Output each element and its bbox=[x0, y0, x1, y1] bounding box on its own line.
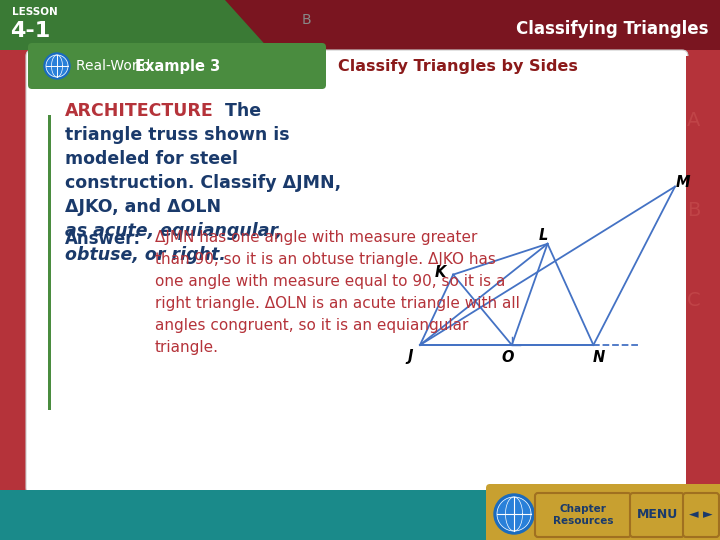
Text: ΔJMN has one angle with measure greater: ΔJMN has one angle with measure greater bbox=[155, 230, 477, 245]
Text: one angle with measure equal to 90, so it is a: one angle with measure equal to 90, so i… bbox=[155, 274, 505, 289]
Text: B: B bbox=[302, 13, 312, 27]
Text: Answer:: Answer: bbox=[65, 230, 141, 248]
Text: Chapter
Resources: Chapter Resources bbox=[553, 504, 613, 526]
Text: ARCHITECTURE: ARCHITECTURE bbox=[65, 102, 214, 120]
Text: O: O bbox=[502, 350, 514, 366]
FancyBboxPatch shape bbox=[686, 56, 702, 488]
Circle shape bbox=[497, 497, 531, 531]
FancyBboxPatch shape bbox=[48, 115, 51, 410]
Text: modeled for steel: modeled for steel bbox=[65, 150, 238, 168]
Text: Real-World: Real-World bbox=[76, 59, 155, 73]
FancyBboxPatch shape bbox=[630, 493, 684, 537]
Text: ◄: ◄ bbox=[689, 509, 699, 522]
Text: construction. Classify ΔJMN,: construction. Classify ΔJMN, bbox=[65, 174, 341, 192]
Text: 4-1: 4-1 bbox=[10, 21, 50, 41]
Text: Classifying Triangles: Classifying Triangles bbox=[516, 20, 708, 38]
Polygon shape bbox=[490, 490, 720, 540]
Text: The: The bbox=[213, 102, 261, 120]
Text: obtuse, or right.: obtuse, or right. bbox=[65, 246, 226, 264]
Circle shape bbox=[494, 494, 534, 534]
Text: triangle.: triangle. bbox=[155, 340, 219, 355]
Text: MENU: MENU bbox=[636, 509, 678, 522]
Text: as acute, equiangular,: as acute, equiangular, bbox=[65, 222, 282, 240]
Text: right triangle. ΔOLN is an acute triangle with all: right triangle. ΔOLN is an acute triangl… bbox=[155, 296, 520, 311]
Circle shape bbox=[44, 53, 70, 79]
Text: angles congruent, so it is an equiangular: angles congruent, so it is an equiangula… bbox=[155, 318, 469, 333]
Text: N: N bbox=[593, 350, 605, 366]
FancyBboxPatch shape bbox=[0, 490, 720, 540]
Text: ΔJKO, and ΔOLN: ΔJKO, and ΔOLN bbox=[65, 198, 221, 216]
FancyBboxPatch shape bbox=[535, 493, 631, 537]
Circle shape bbox=[46, 55, 68, 77]
FancyBboxPatch shape bbox=[683, 493, 719, 537]
Text: B: B bbox=[688, 200, 701, 219]
FancyBboxPatch shape bbox=[28, 43, 326, 89]
Text: than 90, so it is an obtuse triangle. ΔJKO has: than 90, so it is an obtuse triangle. ΔJ… bbox=[155, 252, 496, 267]
Text: Classify Triangles by Sides: Classify Triangles by Sides bbox=[338, 58, 578, 73]
Text: C: C bbox=[687, 291, 701, 309]
Text: triangle truss shown is: triangle truss shown is bbox=[65, 126, 289, 144]
Text: LESSON: LESSON bbox=[12, 7, 58, 17]
FancyBboxPatch shape bbox=[26, 50, 688, 494]
FancyBboxPatch shape bbox=[0, 0, 720, 50]
Text: M: M bbox=[676, 175, 690, 190]
FancyBboxPatch shape bbox=[486, 484, 720, 540]
Text: J: J bbox=[408, 349, 413, 364]
Polygon shape bbox=[0, 0, 270, 50]
Text: A: A bbox=[688, 111, 701, 130]
Text: Example 3: Example 3 bbox=[135, 58, 220, 73]
Text: L: L bbox=[539, 228, 548, 244]
Text: K: K bbox=[434, 265, 446, 280]
Text: ►: ► bbox=[703, 509, 713, 522]
